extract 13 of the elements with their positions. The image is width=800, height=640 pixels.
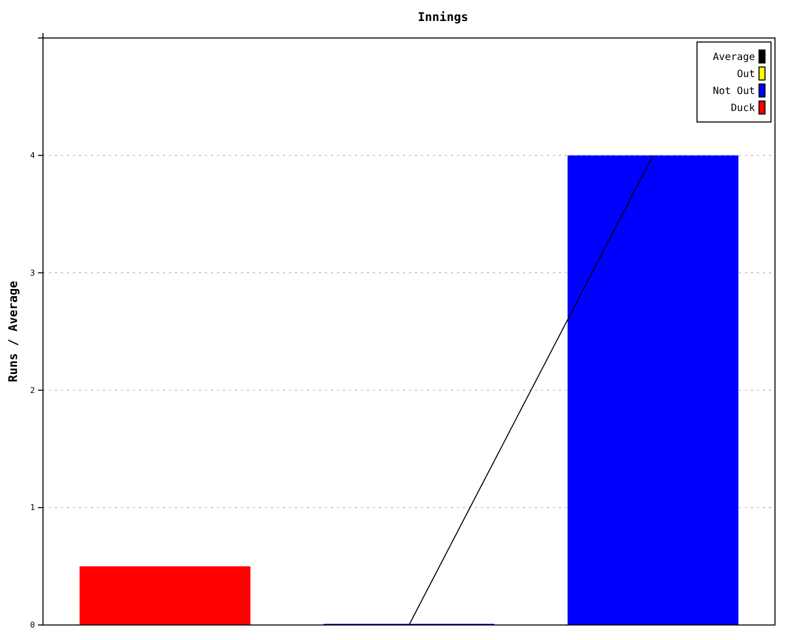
legend-label: Not Out	[712, 86, 755, 97]
bar	[80, 566, 250, 625]
bar	[568, 155, 738, 625]
chart-title: Innings	[418, 10, 468, 24]
legend-label: Out	[736, 69, 755, 80]
y-tick-label: 4	[30, 150, 36, 160]
legend-label: Average	[712, 52, 755, 63]
y-tick-label: 2	[30, 386, 36, 395]
y-tick-label: 1	[30, 503, 36, 512]
y-tick-label: 0	[30, 620, 36, 630]
y-axis-title: Runs / Average	[6, 280, 20, 382]
y-tick-label: 3	[30, 268, 36, 278]
legend-label: Duck	[730, 103, 755, 114]
